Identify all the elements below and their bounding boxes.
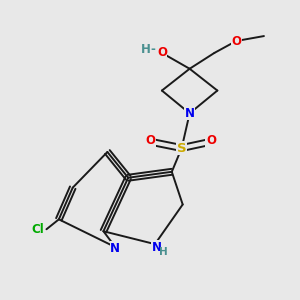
Text: N: N	[110, 242, 120, 255]
Text: H: H	[141, 44, 151, 56]
Text: O: O	[146, 134, 155, 147]
Text: S: S	[177, 142, 187, 154]
Text: O: O	[206, 134, 216, 147]
Text: -: -	[150, 44, 155, 56]
Text: N: N	[152, 241, 161, 254]
Text: O: O	[157, 46, 167, 59]
Text: H: H	[160, 248, 168, 257]
Text: O: O	[231, 34, 241, 47]
Text: Cl: Cl	[31, 223, 44, 236]
Text: N: N	[184, 107, 195, 120]
